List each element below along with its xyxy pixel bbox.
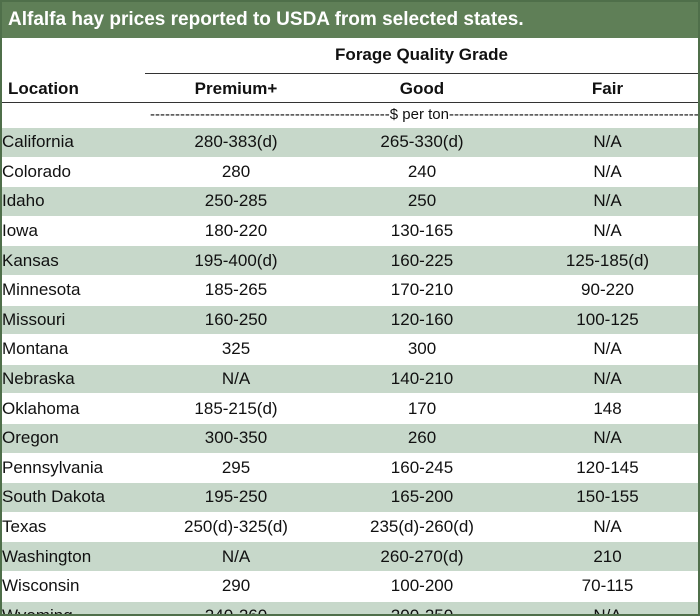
premium-price-cell: 325	[145, 334, 327, 365]
table-title: Alfalfa hay prices reported to USDA from…	[2, 2, 698, 38]
premium-price-cell: 195-250	[145, 482, 327, 513]
good-price-cell: 260	[327, 422, 517, 454]
fair-price-cell: 100-125	[517, 304, 698, 335]
premium-price-cell: N/A	[145, 541, 327, 572]
location-cell: Oklahoma	[2, 393, 145, 424]
fair-price-cell: N/A	[517, 186, 698, 217]
location-cell: California	[2, 127, 145, 158]
price-table-body: California 280-383(d) 265-330(d) N/A Colorad…	[2, 127, 698, 614]
column-header-good: Good	[399, 79, 445, 98]
table-row: Iowa 180-220 130-165 N/A	[2, 215, 698, 246]
location-cell: Oregon	[2, 422, 145, 454]
table-row: Minnesota 185-265 170-210 90-220	[2, 274, 698, 306]
table-row: Wyoming 240-260 200-250 N/A	[2, 600, 698, 614]
table-row: Montana 325 300 N/A	[2, 334, 698, 365]
fair-price-cell: N/A	[517, 215, 698, 246]
table-row: Texas 250(d)-325(d) 235(d)-260(d) N/A	[2, 511, 698, 542]
good-price-cell: 235(d)-260(d)	[327, 511, 517, 542]
fair-price-cell: 150-155	[517, 482, 698, 513]
group-header-rule	[145, 73, 698, 74]
location-cell: Washington	[2, 541, 145, 572]
fair-price-cell: 70-115	[517, 570, 698, 601]
table-row: Nebraska N/A 140-210 N/A	[2, 363, 698, 394]
location-cell: Texas	[2, 511, 145, 542]
table-row: Idaho 250-285 250 N/A	[2, 186, 698, 217]
premium-price-cell: 180-220	[145, 215, 327, 246]
premium-price-cell: 300-350	[145, 422, 327, 454]
header-rule	[2, 102, 698, 103]
premium-price-cell: 295	[145, 452, 327, 483]
fair-price-cell: N/A	[517, 511, 698, 542]
location-cell: Colorado	[2, 156, 145, 187]
price-table: California 280-383(d) 265-330(d) N/A Colorad…	[2, 127, 698, 614]
table-row: Washington N/A 260-270(d) 210	[2, 541, 698, 572]
fair-price-cell: N/A	[517, 156, 698, 187]
fair-price-cell: 148	[517, 393, 698, 424]
location-cell: Montana	[2, 334, 145, 365]
location-cell: Nebraska	[2, 363, 145, 394]
fair-price-cell: N/A	[517, 127, 698, 158]
units-row: ----------------------------------------…	[2, 103, 698, 127]
good-price-cell: 170-210	[327, 274, 517, 306]
table-row: Pennsylvania 295 160-245 120-145	[2, 452, 698, 483]
premium-price-cell: 185-215(d)	[145, 393, 327, 424]
good-price-cell: 265-330(d)	[327, 127, 517, 158]
table-row: South Dakota 195-250 165-200 150-155	[2, 482, 698, 513]
good-price-cell: 160-225	[327, 245, 517, 276]
fair-price-cell: 125-185(d)	[517, 245, 698, 276]
good-price-cell: 130-165	[327, 215, 517, 246]
column-header-fair: Fair	[591, 79, 624, 98]
good-price-cell: 200-250	[327, 600, 517, 614]
location-cell: Idaho	[2, 186, 145, 217]
units-label: ----------------------------------------…	[150, 106, 698, 123]
premium-price-cell: 290	[145, 570, 327, 601]
good-price-cell: 250	[327, 186, 517, 217]
good-price-cell: 170	[327, 393, 517, 424]
premium-price-cell: N/A	[145, 363, 327, 394]
premium-price-cell: 250-285	[145, 186, 327, 217]
premium-price-cell: 195-400(d)	[145, 245, 327, 276]
premium-price-cell: 280-383(d)	[145, 127, 327, 158]
fair-price-cell: 90-220	[517, 274, 698, 306]
column-header-premium: Premium+	[194, 79, 278, 98]
good-price-cell: 160-245	[327, 452, 517, 483]
table-row: Oregon 300-350 260 N/A	[2, 422, 698, 454]
location-cell: Kansas	[2, 245, 145, 276]
good-price-cell: 300	[327, 334, 517, 365]
good-price-cell: 240	[327, 156, 517, 187]
table-row: California 280-383(d) 265-330(d) N/A	[2, 127, 698, 158]
location-cell: Minnesota	[2, 274, 145, 306]
fair-price-cell: 210	[517, 541, 698, 572]
table-row: Kansas 195-400(d) 160-225 125-185(d)	[2, 245, 698, 276]
good-price-cell: 120-160	[327, 304, 517, 335]
table-header: Forage Quality Grade Location Premium+ G…	[2, 38, 698, 103]
table-row: Colorado 280 240 N/A	[2, 156, 698, 187]
premium-price-cell: 250(d)-325(d)	[145, 511, 327, 542]
premium-price-cell: 240-260	[145, 600, 327, 614]
good-price-cell: 260-270(d)	[327, 541, 517, 572]
location-cell: Wyoming	[2, 600, 145, 614]
good-price-cell: 100-200	[327, 570, 517, 601]
good-price-cell: 165-200	[327, 482, 517, 513]
fair-price-cell: N/A	[517, 363, 698, 394]
fair-price-cell: 120-145	[517, 452, 698, 483]
good-price-cell: 140-210	[327, 363, 517, 394]
fair-price-cell: N/A	[517, 422, 698, 454]
location-cell: Pennsylvania	[2, 452, 145, 483]
fair-price-cell: N/A	[517, 334, 698, 365]
premium-price-cell: 280	[145, 156, 327, 187]
location-cell: South Dakota	[2, 482, 145, 513]
location-cell: Missouri	[2, 304, 145, 335]
group-header-forage-quality: Forage Quality Grade	[335, 45, 508, 64]
table-row: Oklahoma 185-215(d) 170 148	[2, 393, 698, 424]
premium-price-cell: 160-250	[145, 304, 327, 335]
table-row: Wisconsin 290 100-200 70-115	[2, 570, 698, 601]
column-header-location: Location	[8, 79, 79, 98]
fair-price-cell: N/A	[517, 600, 698, 614]
premium-price-cell: 185-265	[145, 274, 327, 306]
location-cell: Iowa	[2, 215, 145, 246]
location-cell: Wisconsin	[2, 570, 145, 601]
table-row: Missouri 160-250 120-160 100-125	[2, 304, 698, 335]
